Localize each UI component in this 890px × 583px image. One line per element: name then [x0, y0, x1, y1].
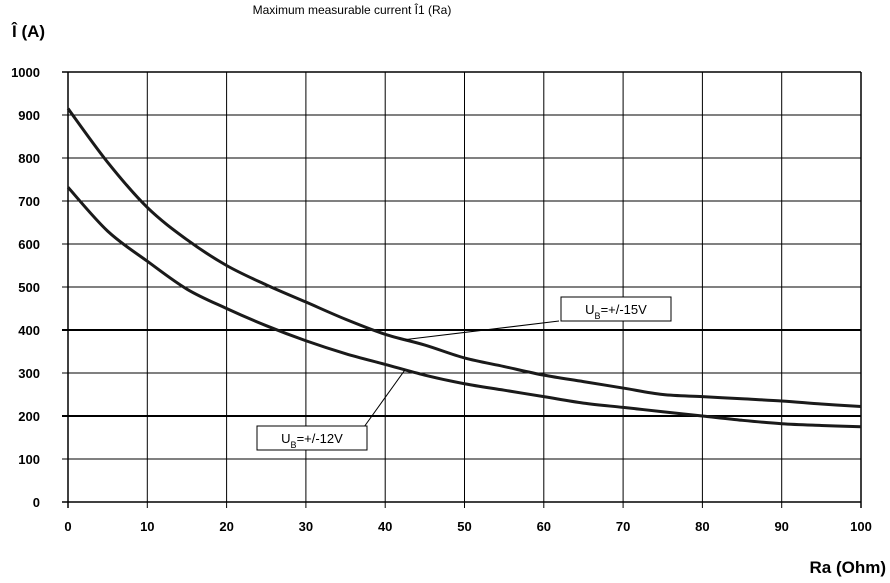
series-lines — [66, 107, 862, 429]
x-tick-label-80: 80 — [695, 519, 709, 534]
axis-ticks: 0 100 200 300 400 500 600 700 800 900 1000 0 10 20 30 4… — [11, 65, 872, 534]
x-tick-label-0: 0 — [64, 519, 71, 534]
x-tick-label-90: 90 — [774, 519, 788, 534]
y-tick-label-500: 500 — [18, 280, 40, 295]
y-axis-label: Î (A) — [11, 22, 45, 41]
chart-title: Maximum measurable current Î1 (Ra) — [253, 2, 452, 17]
series-line-12v — [66, 186, 862, 429]
callout-leader-12v — [363, 369, 406, 428]
x-tick-label-100: 100 — [850, 519, 872, 534]
callout-label-15v: UB=+/-15V — [585, 302, 647, 321]
y-tick-label-800: 800 — [18, 151, 40, 166]
y-tick-label-700: 700 — [18, 194, 40, 209]
callout-label-12v: UB=+/-12V — [281, 431, 343, 450]
callout-box-12v — [256, 425, 368, 451]
x-axis-label: Ra (Ohm) — [810, 558, 887, 577]
y-tick-label-100: 100 — [18, 452, 40, 467]
y-tick-label-1000: 1000 — [11, 65, 40, 80]
x-tick-label-10: 10 — [140, 519, 154, 534]
callout-leader-15v — [404, 320, 560, 341]
y-tick-label-300: 300 — [18, 366, 40, 381]
y-tick-label-900: 900 — [18, 108, 40, 123]
y-tick-label-0: 0 — [33, 495, 40, 510]
x-tick-label-60: 60 — [537, 519, 551, 534]
y-tick-label-600: 600 — [18, 237, 40, 252]
callout-box-15v — [560, 296, 672, 322]
annotations: UB=+/-15V UB=+/-12V — [256, 296, 672, 451]
x-tick-label-70: 70 — [616, 519, 630, 534]
grid-lines — [62, 71, 862, 508]
x-tick-label-40: 40 — [378, 519, 392, 534]
y-tick-label-200: 200 — [18, 409, 40, 424]
x-tick-label-50: 50 — [457, 519, 471, 534]
x-tick-label-20: 20 — [219, 519, 233, 534]
series-line-15v — [66, 107, 862, 409]
x-tick-label-30: 30 — [299, 519, 313, 534]
y-tick-label-400: 400 — [18, 323, 40, 338]
